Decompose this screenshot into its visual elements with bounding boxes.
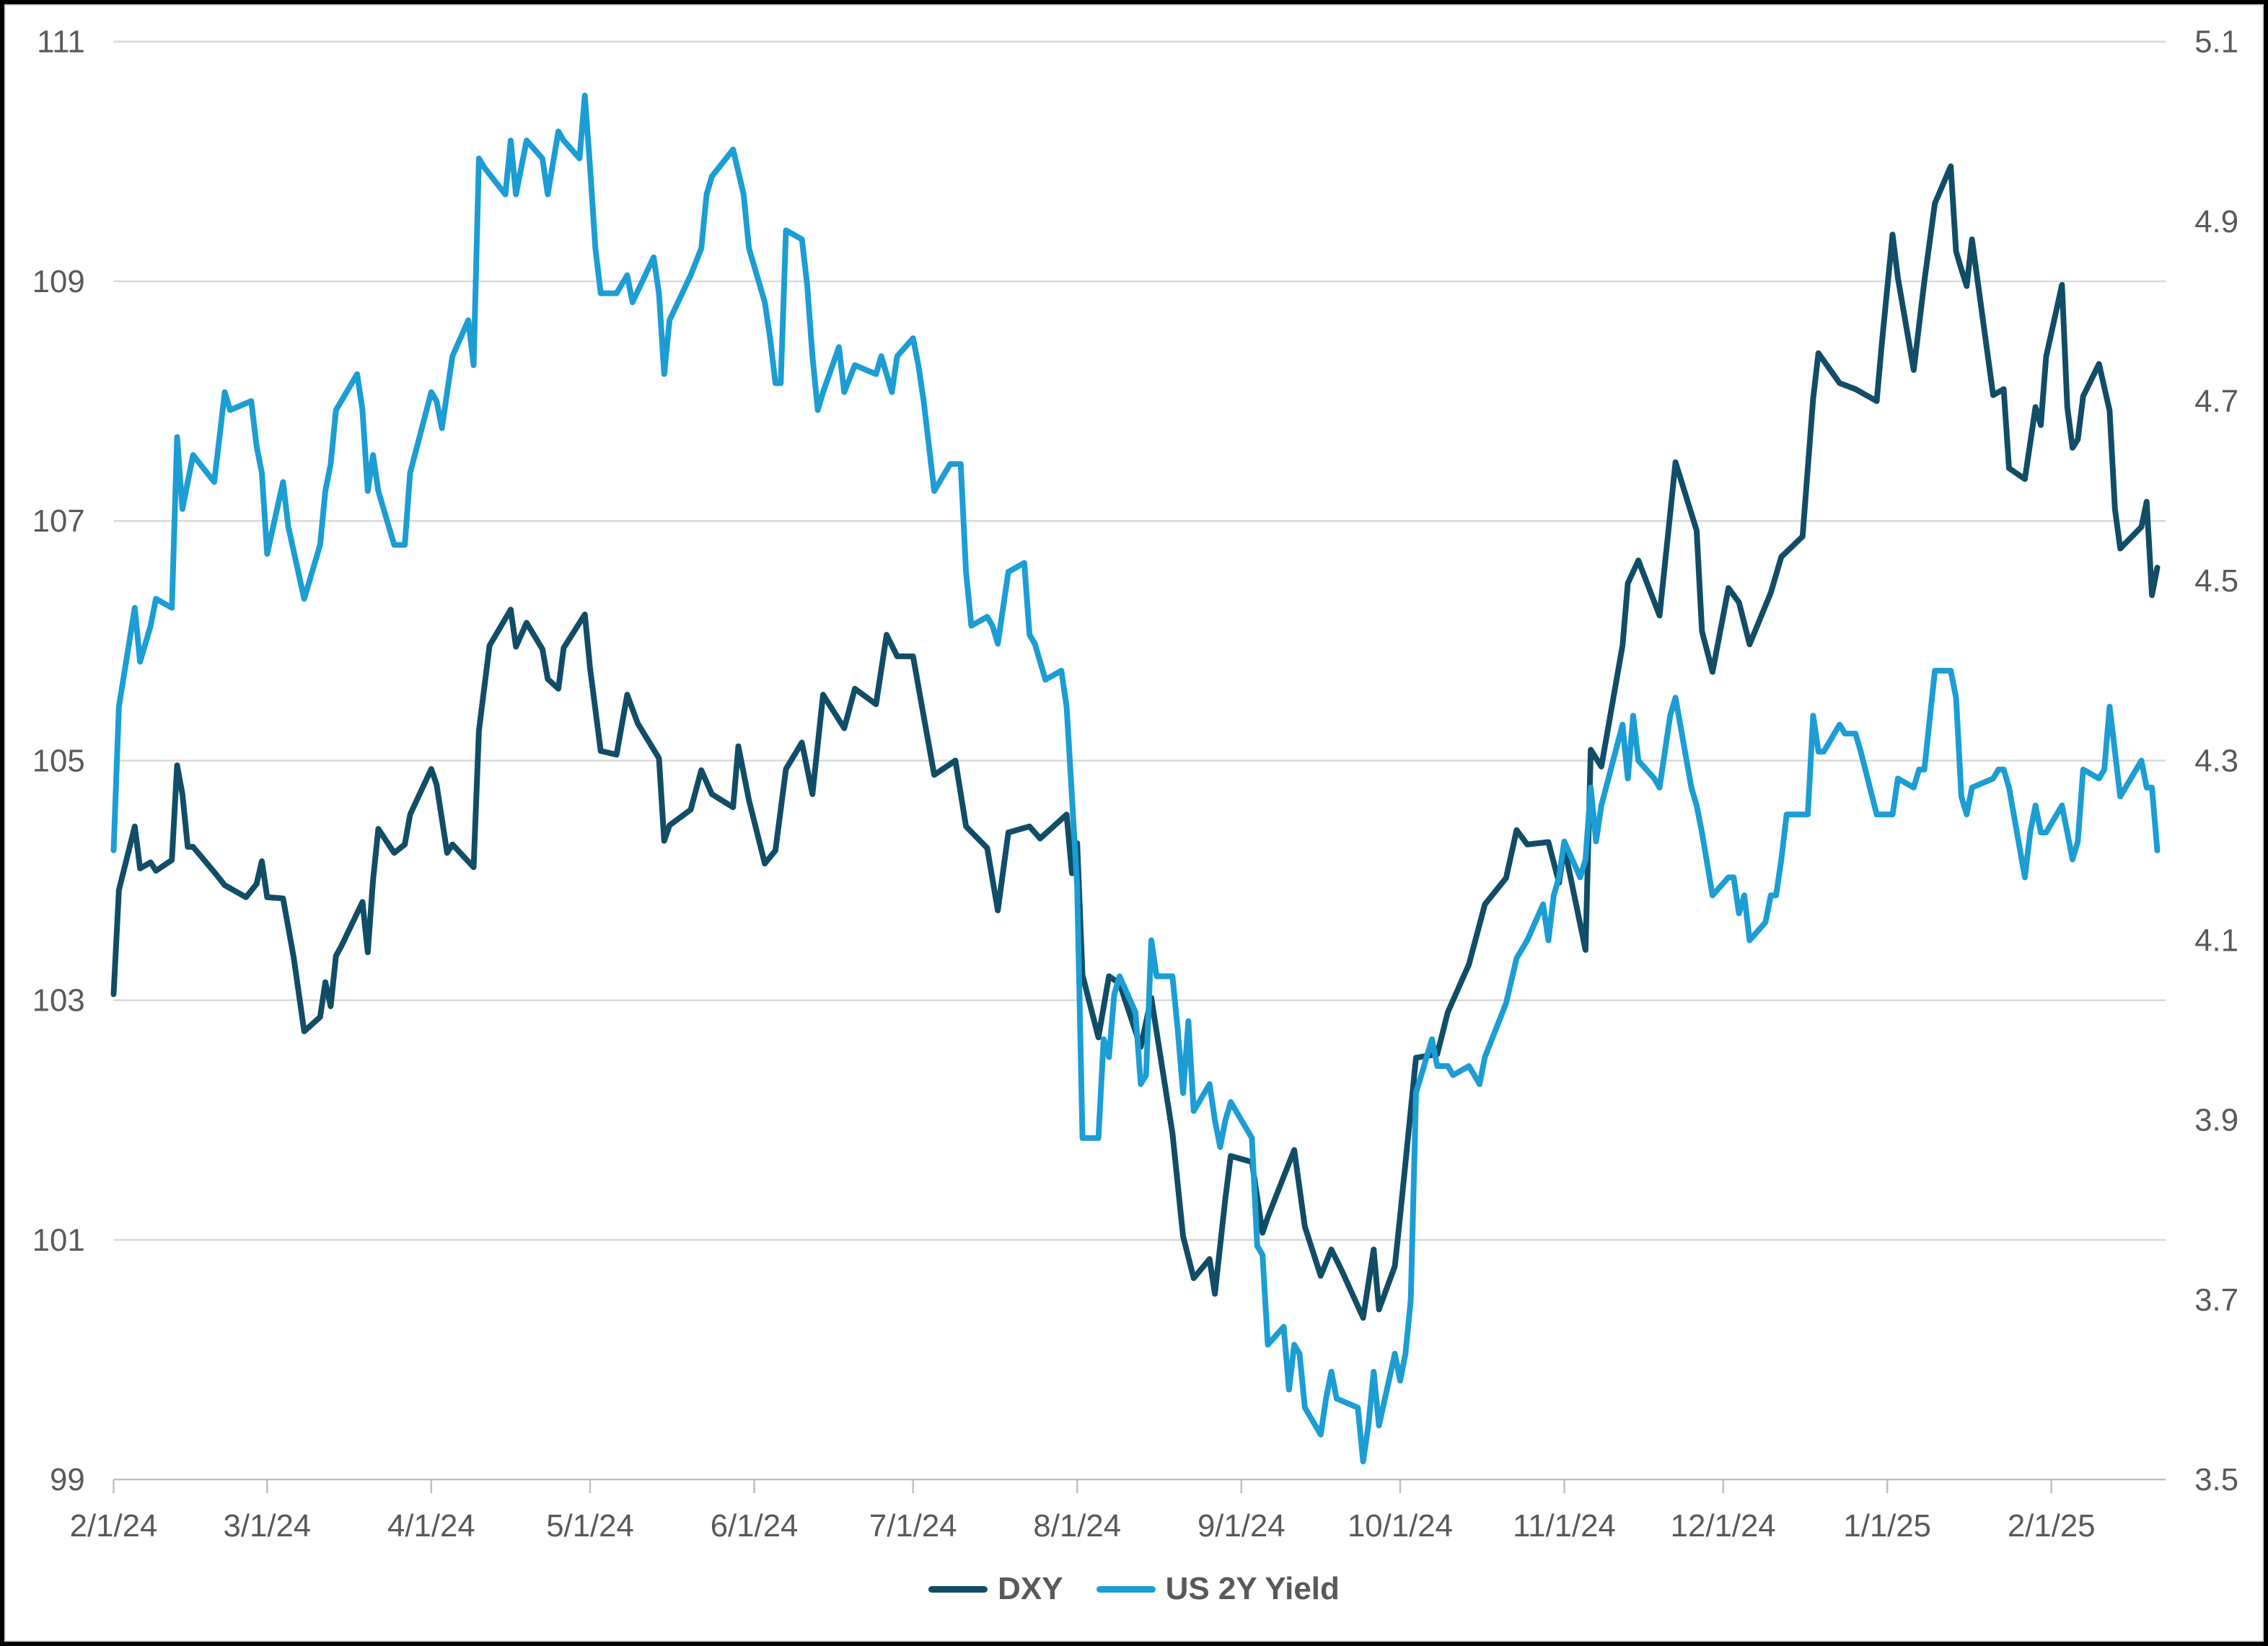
right-axis-tick-label: 4.3: [2194, 743, 2238, 778]
legend: DXY US 2Y Yield: [4, 1571, 2264, 1607]
legend-label-us2y: US 2Y Yield: [1165, 1571, 1340, 1606]
dual-axis-line-chart: 99 101 103 105 107 109 111 3.5 3.7 3.9 4.1 4.3 4.5 4.…: [32, 25, 2238, 1544]
right-axis-tick-label: 3.9: [2194, 1103, 2238, 1138]
left-axis-tick-label: 99: [50, 1462, 85, 1497]
left-axis-tick-label: 107: [32, 503, 85, 539]
legend-item-us2y: US 2Y Yield: [1096, 1571, 1340, 1607]
x-axis-tick-label: 6/1/24: [711, 1508, 799, 1544]
x-axis-tick-label: 12/1/24: [1671, 1508, 1776, 1544]
legend-item-dxy: DXY: [928, 1571, 1063, 1607]
left-axis-tick-label: 109: [32, 264, 85, 299]
us2y-line: [110, 92, 2161, 1465]
x-axis-tick-label: 10/1/24: [1348, 1508, 1453, 1544]
legend-label-dxy: DXY: [998, 1571, 1063, 1606]
left-axis-tick-label: 101: [32, 1223, 85, 1258]
right-axis-tick-label: 4.1: [2194, 923, 2238, 959]
x-axis-tick-label: 5/1/24: [546, 1508, 634, 1544]
x-axis-tick-label: 11/1/24: [1513, 1508, 1616, 1544]
x-axis-tick-label: 9/1/24: [1197, 1508, 1285, 1544]
left-axis-tick-label: 105: [32, 743, 85, 778]
x-axis-tick-label: 7/1/24: [869, 1508, 957, 1544]
x-axis-tick-label: 3/1/24: [224, 1508, 312, 1544]
right-axis-tick-label: 3.7: [2194, 1282, 2238, 1318]
right-axis-tick-label: 5.1: [2194, 25, 2238, 60]
x-axis-tick-label: 4/1/24: [387, 1508, 475, 1544]
right-axis-tick-label: 4.9: [2194, 204, 2238, 239]
x-axis-tick-label: 1/1/25: [1843, 1508, 1931, 1544]
left-axis-tick-label: 111: [37, 25, 85, 60]
right-axis-tick-label: 3.5: [2194, 1462, 2238, 1497]
x-axis-tick-label: 2/1/25: [2008, 1508, 2096, 1544]
dxy-line-swatch: [928, 1585, 988, 1593]
left-axis-tick-label: 103: [32, 983, 85, 1018]
us2y-line-swatch: [1096, 1585, 1156, 1593]
x-axis-tick-label: 2/1/24: [70, 1508, 158, 1544]
dxy-line: [110, 163, 2161, 1321]
x-axis-tick-label: 8/1/24: [1033, 1508, 1121, 1544]
right-axis-tick-label: 4.7: [2194, 384, 2238, 419]
right-axis-tick-label: 4.5: [2194, 563, 2238, 599]
